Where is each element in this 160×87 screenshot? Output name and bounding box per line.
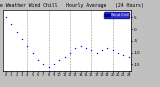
Point — [47, 66, 50, 67]
Point — [127, 57, 130, 58]
Point — [37, 59, 39, 60]
Point — [122, 54, 124, 56]
Point — [21, 38, 23, 39]
Point — [15, 31, 18, 32]
Point — [117, 52, 119, 53]
Point — [79, 45, 82, 46]
Point — [31, 52, 34, 53]
Point — [69, 52, 71, 53]
Point — [26, 45, 28, 46]
Point — [53, 64, 55, 65]
Point — [106, 47, 108, 49]
Point — [58, 59, 60, 60]
Point — [90, 50, 92, 51]
Point — [63, 57, 66, 58]
Point — [101, 50, 103, 51]
Point — [42, 64, 44, 65]
Legend: Wind Chill: Wind Chill — [104, 12, 129, 18]
Point — [85, 47, 87, 49]
Text: Milwaukee Weather Wind Chill   Hourly Average   (24 Hours): Milwaukee Weather Wind Chill Hourly Aver… — [0, 3, 144, 8]
Point — [111, 50, 114, 51]
Point — [74, 47, 76, 49]
Point — [5, 17, 7, 18]
Point — [95, 52, 98, 53]
Point — [10, 24, 12, 25]
